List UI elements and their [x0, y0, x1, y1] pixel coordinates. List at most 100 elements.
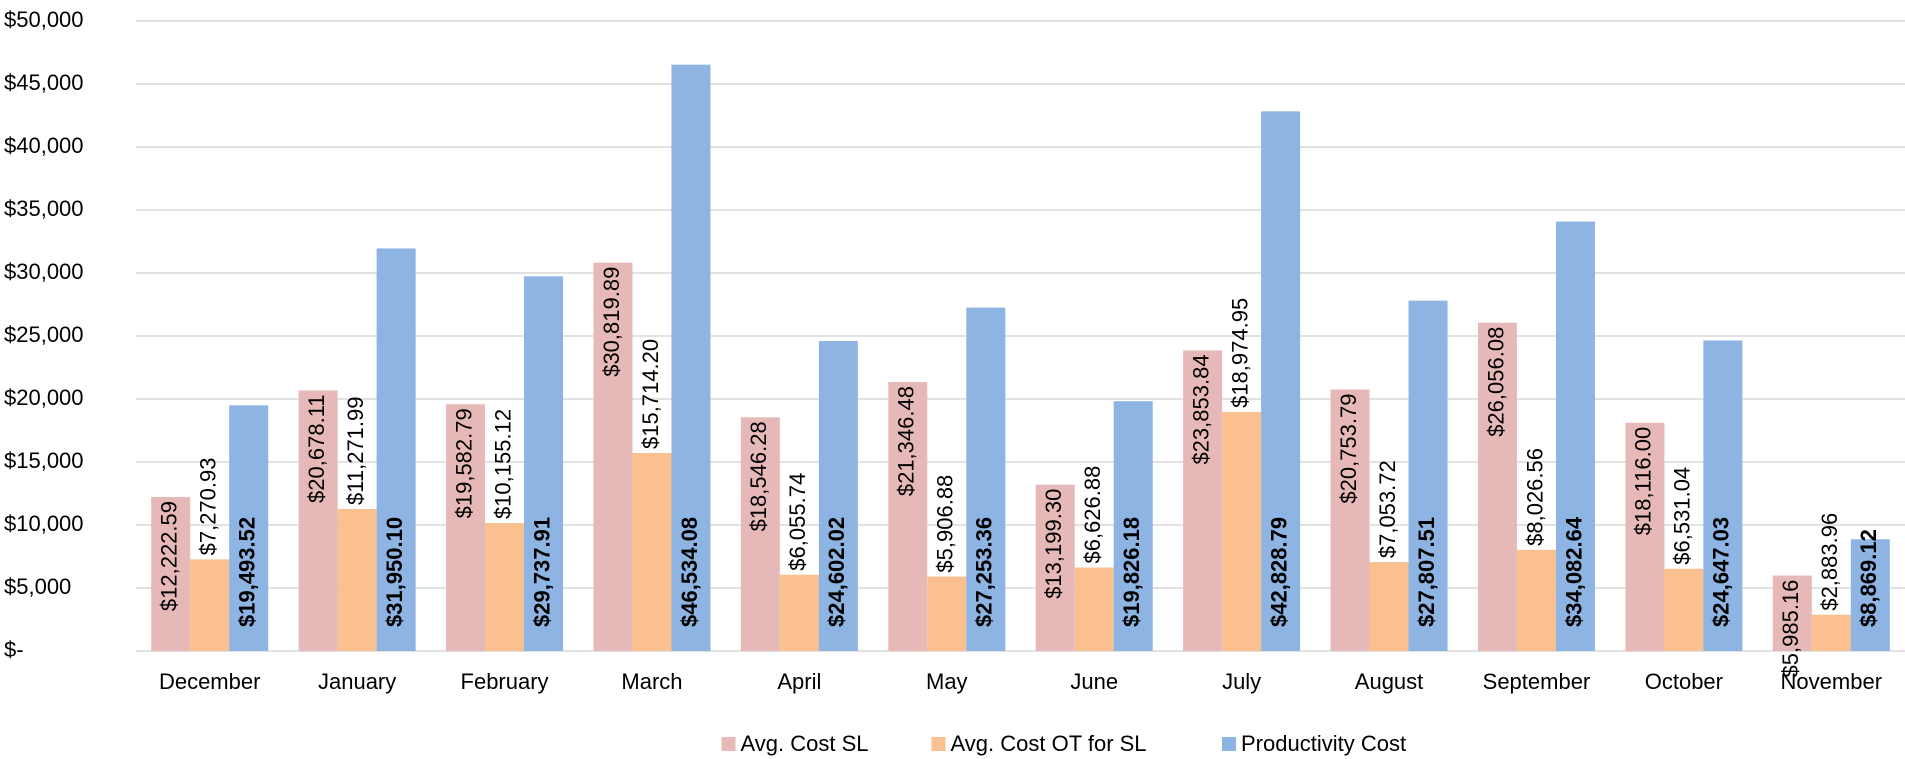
legend-label: Avg. Cost OT for SL	[951, 731, 1147, 756]
data-label: $18,974.95	[1227, 298, 1252, 408]
data-label: $15,714.20	[638, 339, 663, 449]
legend-item: Avg. Cost SL	[721, 731, 869, 756]
data-label: $12,222.59	[157, 501, 182, 611]
bar	[151, 496, 191, 651]
bar	[1183, 350, 1223, 651]
bar	[1811, 614, 1851, 651]
data-label: $11,271.99	[343, 396, 368, 504]
bar	[671, 64, 711, 651]
y-tick-label: $5,000	[4, 574, 71, 599]
data-label: $46,534.08	[677, 517, 702, 627]
x-tick-label: May	[926, 669, 968, 694]
bar	[337, 508, 377, 651]
bar	[888, 382, 928, 651]
bar	[446, 404, 486, 651]
legend-item: Productivity Cost	[1222, 731, 1406, 756]
x-tick-label: April	[777, 669, 821, 694]
bar	[298, 390, 338, 651]
bar	[485, 523, 525, 651]
data-label: $6,626.88	[1080, 466, 1105, 564]
y-tick-label: $35,000	[4, 196, 84, 221]
legend-item: Avg. Cost OT for SL	[931, 731, 1147, 756]
bar	[376, 248, 416, 651]
bar	[1850, 539, 1890, 651]
bar	[593, 262, 633, 651]
bar	[190, 559, 230, 651]
bar	[1113, 401, 1153, 651]
data-label: $19,493.52	[235, 517, 260, 627]
bar	[966, 307, 1006, 651]
data-label: $8,869.12	[1856, 529, 1881, 627]
data-label: $8,026.56	[1522, 448, 1547, 546]
bar	[779, 574, 819, 651]
x-tick-label: December	[159, 669, 260, 694]
bar	[1074, 567, 1114, 651]
data-label: $24,602.02	[824, 517, 849, 627]
x-tick-label: June	[1070, 669, 1118, 694]
data-label: $6,531.04	[1670, 467, 1695, 565]
bar	[1477, 322, 1517, 651]
data-label: $6,055.74	[785, 473, 810, 571]
data-label: $19,826.18	[1119, 517, 1144, 627]
x-tick-label: November	[1781, 669, 1882, 694]
data-label: $29,737.91	[529, 517, 554, 627]
legend-swatch	[1222, 737, 1236, 751]
data-label: $30,819.89	[599, 267, 624, 377]
x-tick-label: October	[1645, 669, 1723, 694]
y-tick-label: $20,000	[4, 385, 84, 410]
data-label: $23,853.84	[1188, 354, 1213, 464]
legend-label: Avg. Cost SL	[741, 731, 869, 756]
bar	[1516, 549, 1556, 651]
bar	[1408, 300, 1448, 651]
x-tick-label: July	[1222, 669, 1261, 694]
data-label: $18,116.00	[1631, 427, 1656, 535]
y-tick-label: $25,000	[4, 322, 84, 347]
data-label: $2,883.96	[1817, 513, 1842, 611]
data-label: $10,155.12	[490, 409, 515, 519]
bar	[1035, 484, 1075, 651]
y-tick-label: $30,000	[4, 259, 84, 284]
y-tick-label: $45,000	[4, 70, 84, 95]
data-label: $7,053.72	[1375, 460, 1400, 558]
data-label: $5,906.88	[933, 475, 958, 573]
bar	[1664, 568, 1704, 651]
x-tick-label: January	[318, 669, 396, 694]
bar	[1555, 221, 1595, 652]
bar	[229, 405, 269, 651]
bar	[1703, 340, 1743, 651]
x-tick-label: March	[621, 669, 682, 694]
data-label: $24,647.03	[1709, 517, 1734, 627]
bar	[1261, 111, 1301, 652]
data-label: $26,056.08	[1483, 327, 1508, 437]
bar	[818, 341, 858, 651]
bar	[1222, 411, 1262, 651]
legend-swatch	[721, 737, 736, 751]
x-tick-label: September	[1483, 669, 1591, 694]
x-tick-label: February	[461, 669, 549, 694]
data-label: $5,985.16	[1778, 580, 1803, 678]
x-tick-label: August	[1355, 669, 1424, 694]
data-label: $18,546.28	[746, 421, 771, 531]
bar	[740, 417, 780, 651]
bar	[927, 576, 967, 651]
y-tick-label: $40,000	[4, 133, 84, 158]
data-label: $13,199.30	[1041, 489, 1066, 599]
y-tick-label: $10,000	[4, 511, 84, 536]
y-tick-label: $15,000	[4, 448, 84, 473]
legend-label: Productivity Cost	[1241, 731, 1406, 756]
data-label: $31,950.10	[382, 517, 407, 627]
data-label: $19,582.79	[451, 408, 476, 518]
y-tick-label: $50,000	[4, 7, 84, 32]
bar	[1625, 422, 1665, 651]
bar	[1369, 562, 1409, 651]
data-label: $20,753.79	[1336, 394, 1361, 504]
data-label: $27,807.51	[1414, 517, 1439, 627]
data-label: $20,678.11	[304, 394, 329, 502]
bar	[632, 453, 672, 651]
legend-swatch	[931, 737, 946, 751]
data-label: $27,253.36	[972, 517, 997, 627]
bar	[524, 276, 564, 651]
bar	[1330, 389, 1370, 651]
data-label: $7,270.93	[196, 458, 221, 556]
